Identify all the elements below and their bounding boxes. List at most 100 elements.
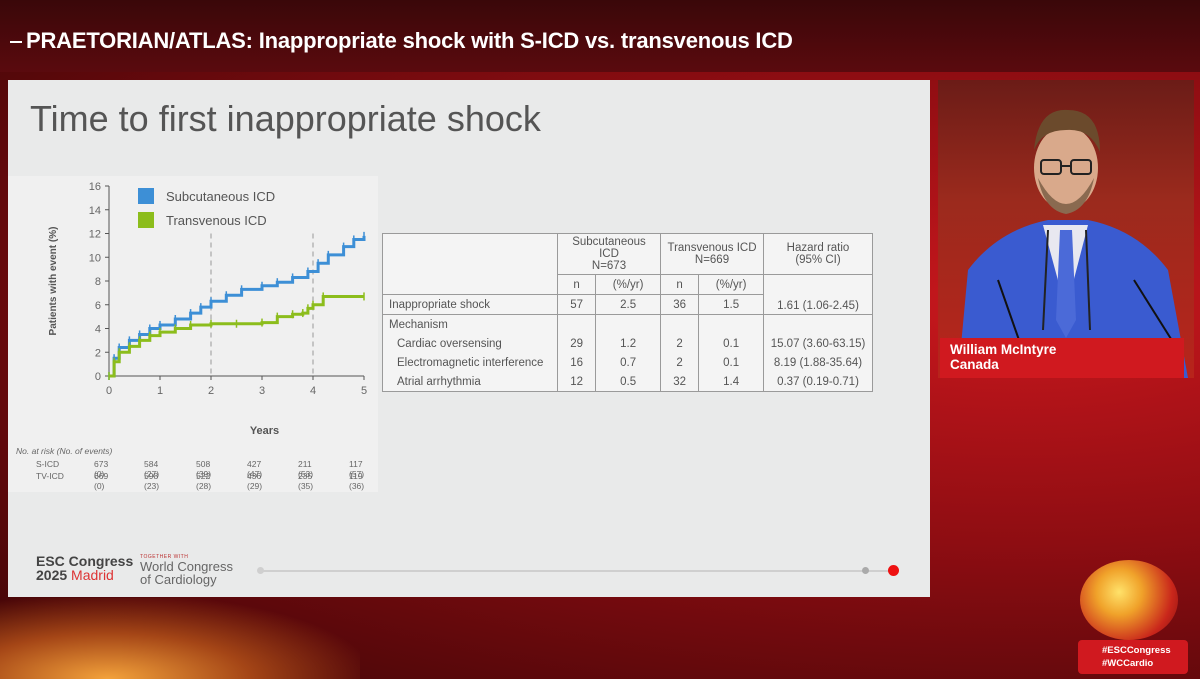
cell-hr: 1.61 (1.06-2.45) bbox=[763, 274, 873, 315]
header-sicd: Subcutaneous ICD bbox=[572, 236, 646, 260]
congress-globe-logo bbox=[1080, 560, 1178, 640]
risk-value: 522 (28) bbox=[196, 471, 212, 491]
esc-logo-line2: 2025 Madrid bbox=[36, 568, 133, 582]
row-label: Electromagnetic interference bbox=[382, 353, 558, 372]
slide: Time to first inappropriate shock 0 2 4 6 8 1… bbox=[8, 80, 930, 597]
row-label: Mechanism bbox=[382, 314, 558, 334]
session-title: PRAETORIAN/ATLAS: Inappropriate shock wi… bbox=[10, 28, 793, 54]
y-axis-label: Patients with event (%) bbox=[48, 227, 59, 336]
risk-row-sicd: S-ICD 673 (0) 584 (27) 508 (39) 427 (47)… bbox=[16, 459, 364, 479]
table-row: Inappropriate shock 57 2.5 36 1.5 bbox=[382, 294, 873, 315]
y-tick-label: 4 bbox=[95, 324, 101, 336]
wcc-logo: TOGETHER WITH World Congress of Cardiolo… bbox=[140, 554, 290, 586]
risk-value: 669 (0) bbox=[94, 471, 109, 491]
series-line-tvicd bbox=[109, 294, 364, 378]
cell-value: 0.1 bbox=[698, 334, 764, 353]
cell-empty bbox=[763, 314, 873, 334]
cell-value: 2 bbox=[659, 353, 700, 372]
subheader-n: n bbox=[556, 274, 597, 295]
progress-current-dot bbox=[888, 565, 899, 576]
cell-empty bbox=[595, 314, 661, 334]
table-header: Subcutaneous ICD N=673 bbox=[557, 233, 661, 275]
y-tick-label: 16 bbox=[89, 181, 101, 193]
subheader-rate: (%/yr) bbox=[698, 274, 764, 295]
cell-value: 2.5 bbox=[595, 294, 661, 315]
table-row: Mechanism bbox=[382, 314, 873, 334]
header-sicd-n: N=673 bbox=[591, 260, 627, 272]
row-label: Cardiac oversensing bbox=[382, 334, 558, 353]
risk-value: 117 (57) bbox=[349, 459, 365, 479]
header-tvicd: Transvenous ICD bbox=[667, 242, 757, 254]
table-header-row: Subcutaneous ICD N=673 Transvenous ICD N=6… bbox=[382, 233, 873, 295]
risk-label: S-ICD bbox=[36, 459, 60, 469]
risk-value: 508 (39) bbox=[196, 459, 212, 479]
cell-value: 1.2 bbox=[595, 334, 661, 353]
y-tick-label: 10 bbox=[89, 252, 101, 264]
risk-label: TV-ICD bbox=[36, 471, 64, 481]
cell-value: 32 bbox=[659, 372, 700, 392]
cell-value: 29 bbox=[556, 334, 597, 353]
subheader-rate: (%/yr) bbox=[595, 274, 661, 295]
x-tick-label: 1 bbox=[157, 385, 163, 397]
hashtag-wcc: #WCCardio bbox=[1102, 658, 1154, 669]
cell-hr: 0.37 (0.19-0.71) bbox=[763, 372, 873, 392]
row-label: Atrial arrhythmia bbox=[382, 372, 558, 392]
header-hr: Hazard ratio bbox=[786, 242, 850, 254]
esc-year: 2025 bbox=[36, 567, 68, 583]
cell-value: 57 bbox=[556, 294, 597, 315]
cell-hr: 8.19 (1.88-35.64) bbox=[763, 353, 873, 372]
slide-progress-track bbox=[258, 570, 893, 572]
legend-label: Subcutaneous ICD bbox=[166, 189, 275, 204]
speaker-country: Canada bbox=[950, 357, 999, 372]
table-row: Electromagnetic interference 16 0.7 2 0.… bbox=[382, 353, 873, 372]
risk-row-tvicd: TV-ICD 669 (0) 598 (23) 522 (28) 436 (29… bbox=[16, 471, 364, 491]
cell-value: 36 bbox=[659, 294, 700, 315]
series-line-sicd bbox=[109, 235, 366, 378]
risk-header: No. at risk (No. of events) bbox=[16, 446, 113, 456]
risk-value: 235 (35) bbox=[298, 471, 314, 491]
cell-value: 1.4 bbox=[698, 372, 764, 392]
y-tick-label: 12 bbox=[89, 229, 101, 241]
risk-table: No. at risk (No. of events) S-ICD 673 (0… bbox=[16, 446, 364, 491]
speaker-video bbox=[938, 80, 1194, 378]
progress-start-dot bbox=[257, 567, 264, 574]
risk-value: 427 (47) bbox=[247, 459, 263, 479]
cell-value: 0.1 bbox=[698, 353, 764, 372]
wcc-line1: World Congress bbox=[140, 559, 233, 574]
speaker-name-box: William McIntyre Canada bbox=[940, 338, 1184, 378]
table-row: Atrial arrhythmia 12 0.5 32 1.4 0.37 (0.… bbox=[382, 372, 873, 392]
speaker-silhouette bbox=[958, 109, 1188, 378]
cell-hr: 15.07 (3.60-63.15) bbox=[763, 334, 873, 353]
risk-value: 584 (27) bbox=[144, 459, 160, 479]
cell-value: 1.5 bbox=[698, 294, 764, 315]
y-tick-label: 6 bbox=[95, 300, 101, 312]
table-row: Cardiac oversensing 29 1.2 2 0.1 15.07 (… bbox=[382, 334, 873, 353]
y-tick-label: 2 bbox=[95, 347, 101, 359]
speaker-name: William McIntyre bbox=[950, 342, 1057, 357]
session-header: PRAETORIAN/ATLAS: Inappropriate shock wi… bbox=[0, 0, 1200, 72]
y-tick-label: 0 bbox=[95, 371, 101, 383]
table-header: Transvenous ICD N=669 bbox=[660, 233, 764, 275]
cell-empty bbox=[698, 314, 764, 334]
header-tvicd-n: N=669 bbox=[694, 254, 730, 266]
cell-value: 12 bbox=[556, 372, 597, 392]
header-hr-ci: (95% CI) bbox=[795, 254, 841, 266]
cell-value: 2 bbox=[659, 334, 700, 353]
dash-icon bbox=[10, 41, 22, 44]
progress-dot bbox=[862, 567, 869, 574]
cell-empty bbox=[659, 314, 700, 334]
risk-value: 119 (36) bbox=[349, 471, 365, 491]
cell-empty bbox=[556, 314, 597, 334]
decorative-glow bbox=[0, 598, 360, 679]
x-tick-label: 4 bbox=[310, 385, 316, 397]
legend-swatch bbox=[138, 188, 154, 204]
hashtag-esc: #ESCCongress bbox=[1102, 645, 1171, 656]
subheader-n: n bbox=[659, 274, 700, 295]
esc-city: Madrid bbox=[71, 567, 114, 583]
slide-footer: ESC Congress 2025 Madrid TOGETHER WITH W… bbox=[36, 553, 233, 586]
cell-value: 0.5 bbox=[595, 372, 661, 392]
hashtag-box: #ESCCongress #WCCardio bbox=[1078, 640, 1188, 674]
y-tick-label: 8 bbox=[95, 276, 101, 288]
risk-value: 673 (0) bbox=[94, 459, 109, 479]
esc-logo-line1: ESC Congress bbox=[36, 553, 134, 569]
